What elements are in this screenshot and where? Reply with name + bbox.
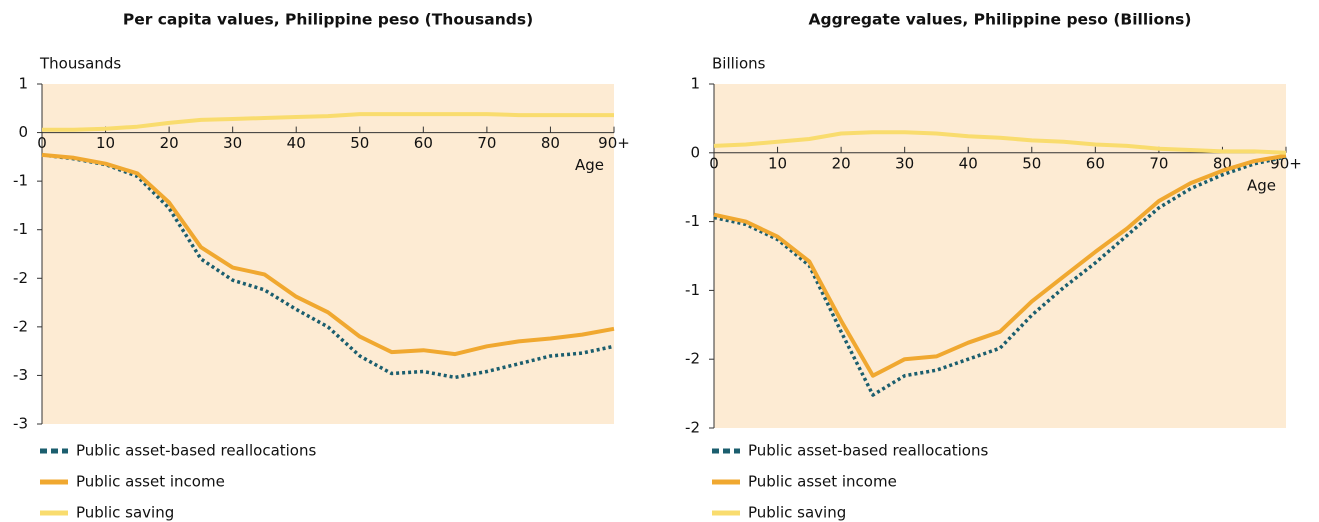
y-axis-label: Billions bbox=[712, 55, 766, 73]
y-tick-label: -1 bbox=[13, 220, 28, 238]
legend-label: Public asset-based reallocations bbox=[748, 442, 988, 460]
x-tick-label: 0 bbox=[37, 134, 47, 152]
x-tick-label: 30 bbox=[223, 134, 242, 152]
y-tick-label: 0 bbox=[690, 143, 700, 161]
plot-background bbox=[714, 84, 1286, 428]
x-tick-label: 70 bbox=[477, 134, 496, 152]
series-line bbox=[42, 112, 614, 132]
x-tick-label: 40 bbox=[959, 154, 978, 172]
chart-title: Per capita values, Philippine peso (Thou… bbox=[123, 11, 533, 29]
x-tick-label: 90+ bbox=[598, 134, 630, 152]
y-axis-label: Thousands bbox=[39, 55, 121, 73]
x-axis-label: Age bbox=[575, 156, 604, 174]
legend-label: Public saving bbox=[748, 504, 846, 522]
y-tick-label: -2 bbox=[13, 317, 28, 335]
y-tick-label: -2 bbox=[685, 350, 700, 368]
series-line bbox=[41, 153, 615, 380]
x-tick-label: 50 bbox=[350, 134, 369, 152]
x-tick-label: 0 bbox=[709, 154, 719, 172]
series-line bbox=[713, 153, 1287, 378]
x-tick-label: 10 bbox=[96, 134, 115, 152]
x-tick-label: 80 bbox=[541, 134, 560, 152]
y-tick-label: -3 bbox=[13, 415, 28, 433]
legend-label: Public saving bbox=[76, 504, 174, 522]
y-tick-label: 1 bbox=[690, 75, 700, 93]
x-tick-label: 60 bbox=[414, 134, 433, 152]
series-line bbox=[41, 152, 615, 357]
chart-title: Aggregate values, Philippine peso (Billi… bbox=[809, 11, 1192, 29]
legend-label: Public asset-based reallocations bbox=[76, 442, 316, 460]
y-tick-label: -3 bbox=[13, 366, 28, 384]
x-axis-label: Age bbox=[1247, 176, 1276, 194]
plot-background bbox=[42, 84, 614, 424]
y-tick-label: -2 bbox=[685, 419, 700, 437]
x-tick-label: 40 bbox=[287, 134, 306, 152]
x-tick-label: 10 bbox=[768, 154, 787, 172]
x-tick-label: 30 bbox=[895, 154, 914, 172]
x-tick-label: 70 bbox=[1149, 154, 1168, 172]
y-tick-label: -1 bbox=[13, 172, 28, 190]
legend-label: Public asset income bbox=[748, 473, 897, 491]
y-tick-label: -1 bbox=[685, 281, 700, 299]
x-tick-label: 60 bbox=[1086, 154, 1105, 172]
series-line bbox=[713, 130, 1287, 155]
y-tick-label: -2 bbox=[13, 269, 28, 287]
y-tick-label: -1 bbox=[685, 212, 700, 230]
y-tick-label: 1 bbox=[18, 75, 28, 93]
x-tick-label: 20 bbox=[160, 134, 179, 152]
x-tick-label: 50 bbox=[1022, 154, 1041, 172]
y-tick-label: 0 bbox=[18, 123, 28, 141]
x-tick-label: 20 bbox=[832, 154, 851, 172]
legend-label: Public asset income bbox=[76, 473, 225, 491]
